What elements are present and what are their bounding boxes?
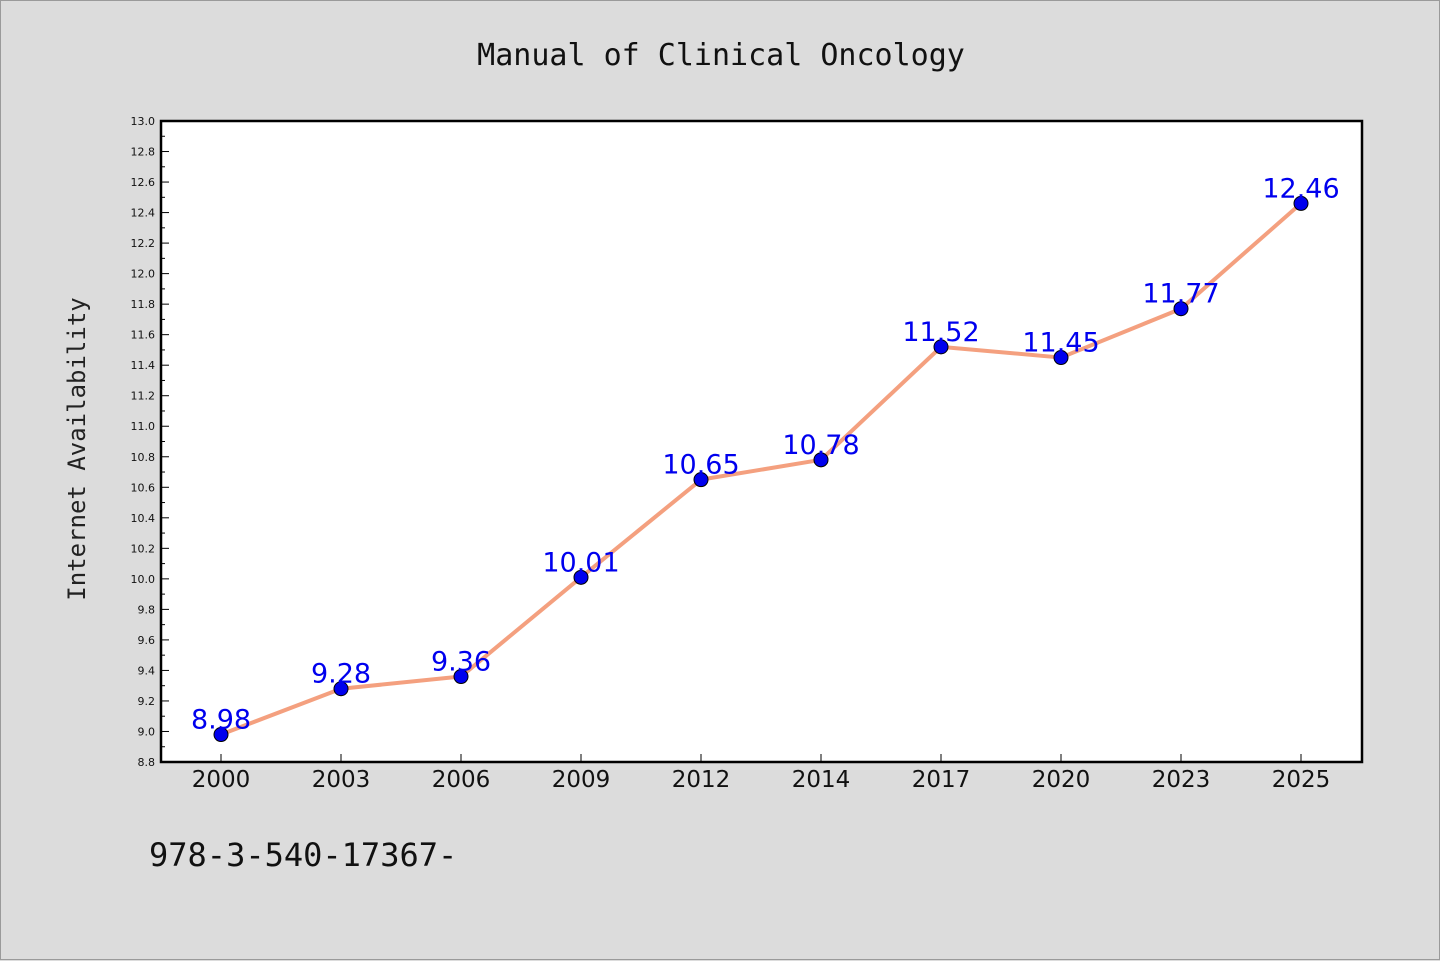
data-point[interactable] — [693, 472, 709, 488]
y-tick-label: 11.6 — [131, 329, 156, 342]
y-tick-label: 10.6 — [131, 481, 156, 494]
y-tick-label: 9.4 — [138, 664, 156, 677]
data-label: 11.77 — [1142, 279, 1219, 310]
x-tick-label: 2017 — [912, 767, 971, 793]
y-tick-label: 10.4 — [131, 512, 156, 525]
y-tick-label: 9.8 — [138, 603, 156, 616]
y-tick-label: 10.8 — [131, 451, 156, 464]
y-tick-label: 9.2 — [138, 695, 156, 708]
x-tick-label: 2003 — [312, 767, 371, 793]
y-tick-label: 12.8 — [131, 146, 156, 159]
data-point[interactable] — [453, 669, 469, 685]
data-label: 9.36 — [431, 647, 491, 678]
x-tick-label: 2012 — [672, 767, 731, 793]
x-axis: 2000 2003 2006 2009 2012 2014 2017 2020 2023 2025 — [192, 754, 1331, 793]
y-tick-label: 10.2 — [131, 542, 156, 555]
data-label: 12.46 — [1262, 173, 1339, 204]
data-label: 11.52 — [902, 317, 979, 348]
data-point[interactable] — [1173, 301, 1189, 317]
data-label: 11.45 — [1022, 328, 1099, 359]
x-tick-label: 2000 — [192, 767, 251, 793]
series-line — [219, 201, 1303, 737]
x-tick-label: 2020 — [1032, 767, 1091, 793]
data-point[interactable] — [933, 339, 949, 355]
data-point[interactable] — [333, 681, 349, 697]
data-point[interactable] — [813, 452, 829, 468]
y-tick-label: 9.0 — [138, 725, 156, 738]
y-tick-label: 12.0 — [131, 268, 156, 281]
data-point[interactable] — [1293, 195, 1309, 211]
y-tick-label: 12.4 — [131, 207, 156, 220]
data-label: 9.28 — [311, 659, 371, 690]
x-tick-label: 2023 — [1152, 767, 1211, 793]
y-tick-label: 9.6 — [138, 634, 156, 647]
y-tick-label: 8.8 — [138, 756, 156, 769]
data-label: 10.01 — [542, 547, 619, 578]
data-point[interactable] — [573, 569, 589, 585]
y-tick-label: 13.0 — [131, 115, 156, 128]
data-label: 8.98 — [191, 705, 251, 736]
y-tick-label: 10.0 — [131, 573, 156, 586]
series-line-group: 8.98 9.28 9.36 10.01 10.65 10.78 11.52 11.45 11.… — [191, 173, 1340, 743]
data-label: 10.78 — [782, 430, 859, 461]
x-tick-label: 2014 — [792, 767, 851, 793]
plot-area — [159, 119, 1364, 764]
data-label: 10.65 — [662, 450, 739, 481]
y-tick-label: 12.2 — [131, 237, 156, 250]
y-tick-label: 12.6 — [131, 176, 156, 189]
y-tick-label: 11.0 — [131, 420, 156, 433]
x-tick-label: 2025 — [1272, 767, 1331, 793]
y-tick-label: 11.2 — [131, 390, 156, 403]
data-point[interactable] — [213, 727, 229, 743]
footer-note: 978-3-540-17367- — [149, 836, 457, 874]
x-tick-label: 2009 — [552, 767, 611, 793]
y-tick-label: 11.8 — [131, 298, 156, 311]
x-tick-label: 2006 — [432, 767, 491, 793]
data-point[interactable] — [1053, 350, 1069, 366]
chart-title: Manual of Clinical Oncology — [477, 38, 965, 73]
y-axis: 8.8 9.0 9.2 9.4 9.6 9.8 10.0 10.2 10.4 10.6 10.8 11… — [131, 115, 169, 769]
y-axis-label: Internet Availability — [63, 297, 91, 600]
y-tick-label: 11.4 — [131, 359, 156, 372]
